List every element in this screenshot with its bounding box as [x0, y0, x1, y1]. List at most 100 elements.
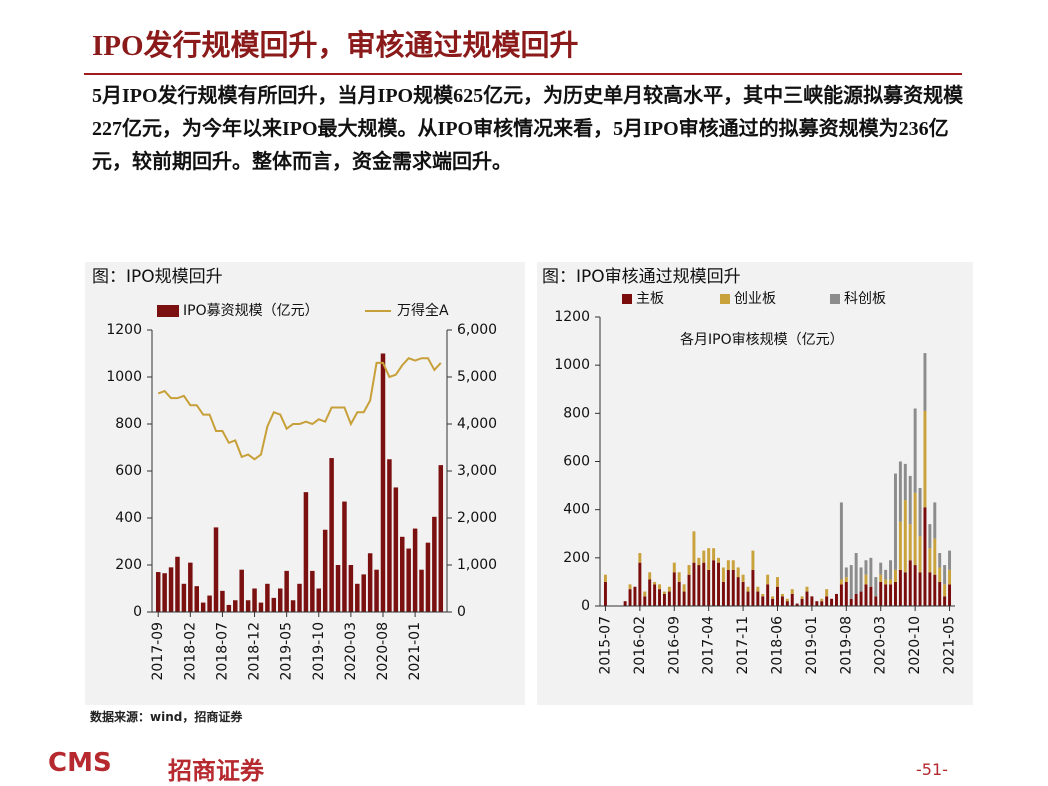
bar-segment: [938, 581, 942, 606]
bar-segment: [761, 593, 765, 597]
y-tick-label: 400: [563, 502, 590, 518]
y-tick-label: 800: [115, 416, 142, 432]
x-tick-label: 2019-10: [311, 622, 327, 681]
bar-segment: [918, 536, 922, 573]
legend-label: 科创板: [844, 291, 886, 307]
bar-segment: [643, 591, 647, 597]
bar-segment: [820, 601, 824, 606]
bar-segment: [844, 577, 848, 582]
x-tick-label: 2015-07: [597, 616, 613, 675]
bar-segment: [889, 579, 893, 585]
bar-segment: [766, 574, 770, 585]
bar-segment: [908, 560, 912, 606]
bar-segment: [682, 591, 686, 606]
bar-segment: [623, 601, 627, 606]
bar-segment: [741, 581, 745, 606]
bar-segment: [810, 596, 814, 606]
bar-segment: [702, 550, 706, 563]
bar: [335, 565, 341, 612]
y-tick-label: 1000: [106, 369, 142, 385]
bar: [277, 588, 283, 612]
bar: [213, 527, 219, 612]
bar: [245, 600, 251, 612]
y2-tick-label: 2,000: [457, 510, 497, 526]
bar-segment: [884, 584, 888, 606]
bar: [374, 569, 379, 612]
bar-segment: [702, 562, 706, 606]
bar: [290, 600, 296, 612]
bar-segment: [903, 463, 907, 501]
bar-segment: [603, 581, 607, 606]
bar-segment: [923, 507, 927, 606]
legend-label: IPO募资规模（亿元）: [183, 303, 319, 319]
bar-segment: [628, 589, 632, 606]
y-tick-label: 200: [563, 550, 590, 566]
bar-segment: [844, 581, 848, 606]
bar-segment: [859, 591, 863, 606]
bar-segment: [898, 569, 902, 606]
bar-segment: [736, 567, 740, 578]
bar: [432, 516, 437, 612]
logo-text: 招商证券: [168, 759, 264, 785]
bar-segment: [628, 584, 632, 590]
bar-segment: [918, 572, 922, 606]
bar: [348, 565, 354, 612]
bar-segment: [746, 586, 750, 592]
bar-segment: [751, 550, 755, 570]
bar-segment: [893, 473, 897, 570]
bar-segment: [839, 584, 843, 606]
bar: [239, 569, 244, 612]
bar-segment: [933, 538, 937, 575]
bar: [367, 553, 373, 612]
bar-segment: [923, 410, 927, 508]
bar: [220, 590, 225, 612]
bar-segment: [662, 591, 666, 594]
bar-segment: [603, 574, 607, 582]
bar-segment: [879, 562, 883, 575]
bar-segment: [864, 584, 868, 606]
bar-segment: [889, 584, 893, 606]
bar-segment: [849, 565, 853, 599]
bar-segment: [687, 565, 691, 575]
bar: [265, 583, 270, 612]
bar-segment: [825, 596, 829, 606]
bar-segment: [854, 593, 858, 606]
bar: [355, 583, 360, 612]
x-tick-label: 2019-01: [804, 616, 820, 675]
bar-segment: [928, 572, 932, 606]
x-tick-label: 2016-09: [666, 616, 682, 675]
bar-segment: [879, 581, 883, 606]
bar-segment: [893, 581, 897, 606]
logo: CMS: [48, 748, 112, 778]
bar-segment: [741, 574, 745, 582]
bar-segment: [785, 601, 789, 606]
bar-segment: [658, 589, 662, 606]
x-tick-label: 2020-03: [873, 616, 889, 675]
bar-segment: [697, 557, 701, 566]
bar-segment: [780, 596, 784, 606]
bar-segment: [903, 500, 907, 573]
bar: [200, 602, 206, 612]
bar-segment: [948, 550, 952, 570]
bar: [175, 556, 180, 612]
x-tick-label: 2021-05: [942, 616, 958, 675]
bar-segment: [653, 584, 657, 606]
bar-segment: [751, 569, 755, 606]
y2-tick-label: 0: [457, 604, 466, 620]
bar: [310, 570, 315, 612]
annotation: 各月IPO审核规模（亿元）: [680, 332, 844, 348]
x-tick-label: 2018-02: [182, 622, 198, 681]
bar-segment: [672, 572, 676, 606]
bar: [329, 458, 334, 612]
bar-segment: [805, 591, 809, 606]
bar-segment: [746, 591, 750, 606]
bar-segment: [830, 598, 834, 606]
bar-segment: [893, 569, 897, 582]
bar: [297, 583, 302, 612]
bar-segment: [667, 586, 671, 592]
bar-segment: [785, 598, 789, 602]
bar-segment: [884, 579, 888, 585]
x-tick-label: 2018-06: [770, 616, 786, 675]
y-tick-label: 1200: [106, 322, 142, 338]
